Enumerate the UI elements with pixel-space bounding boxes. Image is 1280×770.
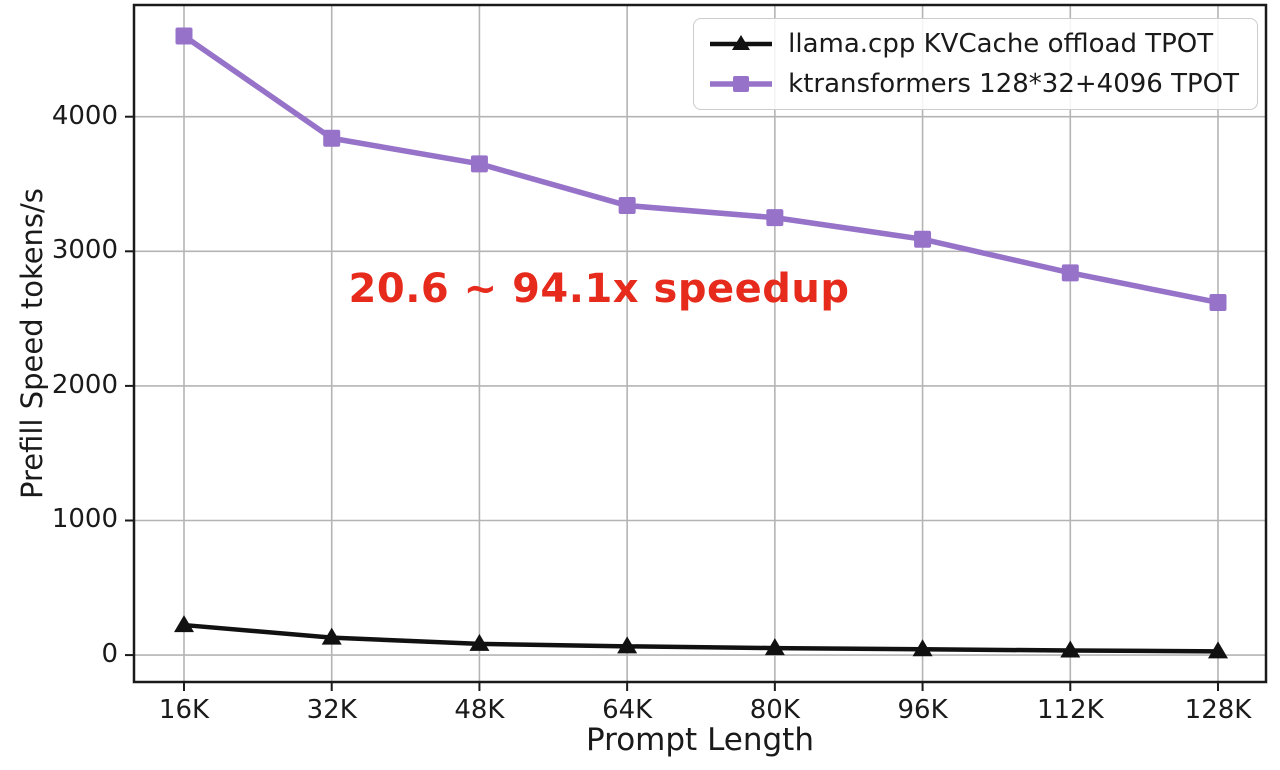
x-tick-label: 96K (897, 695, 948, 725)
square-marker-icon (710, 76, 773, 92)
x-tick-label: 112K (1036, 695, 1104, 725)
data-point-marker (175, 27, 193, 45)
data-point-marker (766, 209, 784, 227)
y-tick-label: 4000 (51, 100, 118, 131)
legend-label: ktransformers 128*32+4096 TPOT (788, 69, 1239, 99)
x-tick-label: 80K (749, 695, 800, 725)
data-point-marker (1208, 641, 1228, 659)
speedup-annotation: 20.6 ~ 94.1x speedup (348, 266, 850, 312)
x-tick-label: 16K (158, 695, 210, 725)
x-tick-label: 64K (602, 695, 653, 725)
data-point-marker (470, 155, 488, 173)
y-tick-label: 2000 (51, 369, 118, 400)
data-point-marker (617, 636, 638, 654)
data-point-marker (323, 129, 341, 147)
data-point-marker (1060, 640, 1081, 658)
x-tick-label: 128K (1184, 695, 1252, 725)
legend-entry: ktransformers 128*32+4096 TPOT (708, 69, 1239, 99)
data-point-marker (914, 230, 932, 248)
data-point-marker (1061, 264, 1079, 282)
data-point-marker (912, 639, 933, 657)
data-point-marker (618, 197, 636, 215)
data-point-marker (469, 633, 490, 651)
triangle-marker-icon (710, 35, 773, 50)
data-point-marker (1209, 293, 1227, 311)
x-axis-label: Prompt Length (586, 722, 814, 758)
axes-frame (132, 3, 1268, 684)
data-point-marker (764, 638, 785, 656)
y-tick-label: 1000 (51, 504, 118, 535)
data-point-marker (174, 615, 194, 633)
legend: llama.cpp KVCache offload TPOT ktransform… (693, 18, 1258, 110)
y-tick-label: 0 (101, 639, 118, 670)
x-tick-label: 32K (306, 695, 357, 725)
y-tick-label: 3000 (51, 235, 118, 266)
x-tick-label: 48K (454, 695, 505, 725)
legend-entry: llama.cpp KVCache offload TPOT (708, 29, 1239, 59)
series-line-llamacpp (181, 622, 1221, 654)
series-line-ktransformers (181, 33, 1221, 306)
data-point-marker (321, 627, 342, 645)
legend-label: llama.cpp KVCache offload TPOT (788, 29, 1214, 59)
